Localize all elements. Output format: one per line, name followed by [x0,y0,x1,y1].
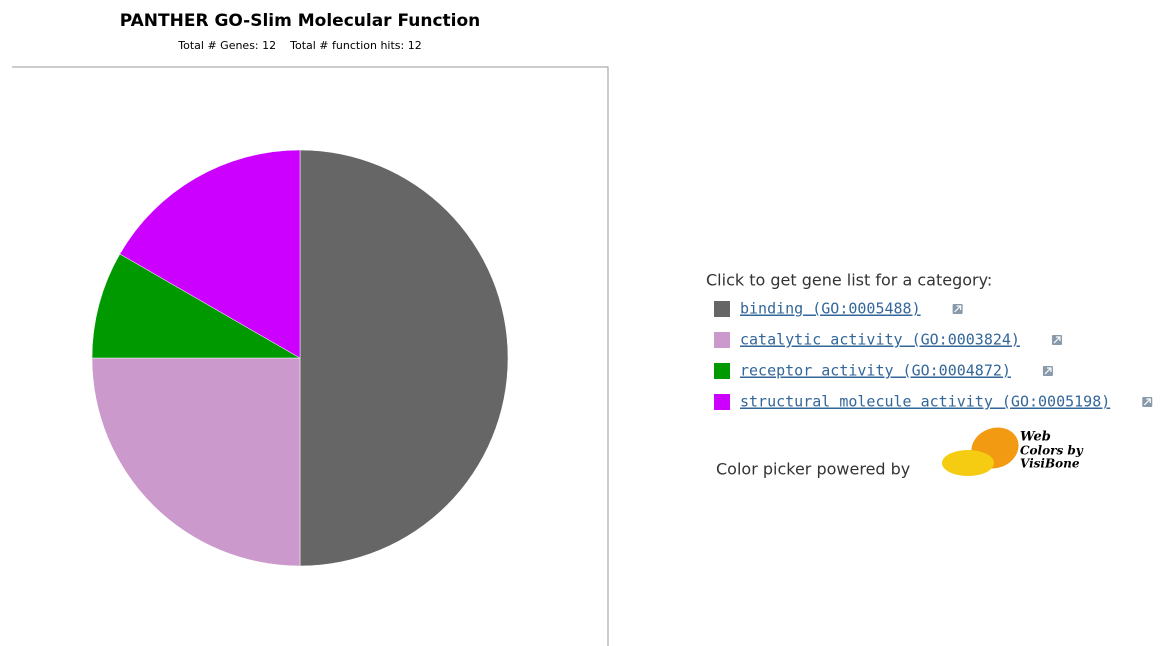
external-link-icon [1053,336,1061,344]
legend-link[interactable]: catalytic activity (GO:0003824) [740,331,1020,349]
external-link-icon [1143,398,1151,406]
legend-swatch [714,332,730,348]
logo-text: VisiBone [1020,457,1080,471]
external-link-icon [1044,367,1052,375]
chart-title: PANTHER GO-Slim Molecular Function [120,11,481,31]
legend-title: Click to get gene list for a category: [706,271,992,290]
legend-swatch [714,363,730,379]
pie-slice [91,357,301,567]
legend-swatch [714,301,730,317]
pie-slice [299,149,509,567]
footer-text: Color picker powered by [716,460,910,479]
logo-shape [942,450,994,476]
chart-frame [12,66,609,646]
pie-slice [119,149,301,359]
legend-link[interactable]: structural molecule activity (GO:0005198… [740,393,1110,411]
external-link-icon [954,305,962,313]
legend-link[interactable]: receptor activity (GO:0004872) [740,362,1011,380]
logo-text: Web [1020,430,1051,445]
pie-slice [91,253,301,359]
legend-link[interactable]: binding (GO:0005488) [740,300,921,318]
visibone-logo: Web Colors by VisiBone [942,427,1084,476]
chart-subtitle: Total # Genes: 12 Total # function hits:… [177,39,421,52]
logo-text: Colors by [1020,444,1084,458]
legend-swatch [714,394,730,410]
